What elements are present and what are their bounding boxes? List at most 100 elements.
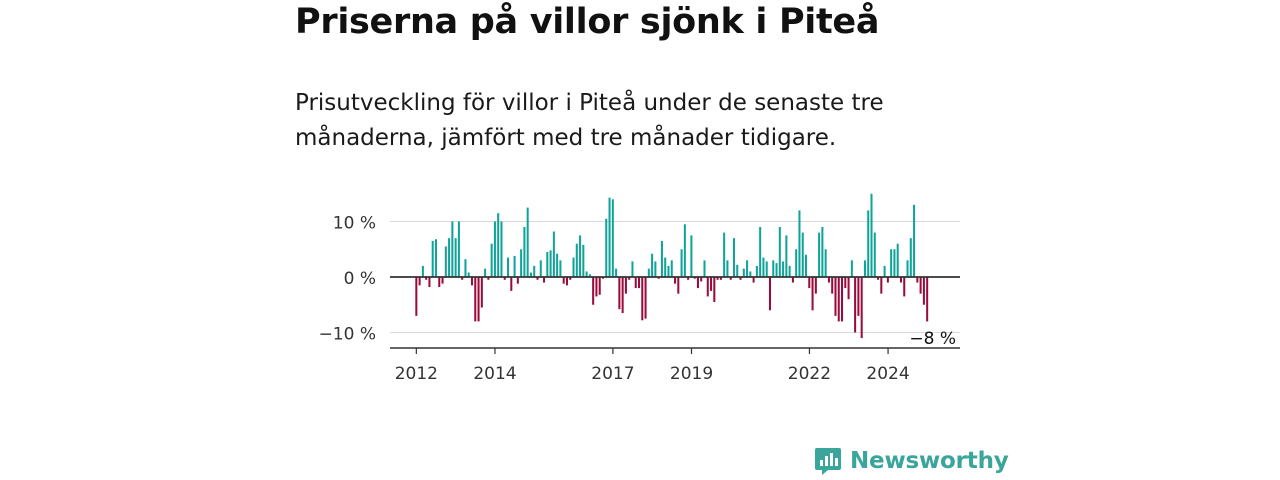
bar	[461, 277, 464, 280]
bar	[624, 277, 627, 294]
bar	[765, 261, 768, 277]
bar	[706, 277, 709, 297]
y-tick-label: 10 %	[333, 214, 376, 234]
bar	[801, 232, 804, 277]
bar	[457, 221, 460, 277]
bar	[782, 261, 785, 277]
bar	[582, 244, 585, 277]
bar	[448, 238, 451, 277]
y-axis-labels: 10 % 0 % −10 %	[319, 214, 376, 345]
bar	[755, 265, 758, 277]
bar	[529, 272, 532, 277]
bar	[487, 277, 490, 280]
bar	[654, 261, 657, 277]
bar	[569, 277, 572, 280]
bar	[598, 277, 601, 295]
x-tick-label: 2019	[670, 364, 713, 384]
bar	[808, 277, 811, 289]
bar	[575, 243, 578, 277]
bar	[726, 260, 729, 277]
bar	[660, 240, 663, 277]
bar	[687, 277, 690, 280]
bar	[651, 253, 654, 277]
bar	[670, 260, 673, 277]
bar	[572, 257, 575, 277]
y-tick-label: 0 %	[344, 269, 376, 289]
bar	[719, 277, 722, 280]
bar	[667, 265, 670, 277]
chart-title: Priserna på villor sjönk i Piteå	[295, 2, 880, 42]
bar	[732, 238, 735, 277]
bar	[454, 238, 457, 277]
bar	[860, 277, 863, 339]
bar	[899, 277, 902, 283]
bar	[890, 249, 893, 277]
bar	[837, 277, 840, 322]
bar	[579, 235, 582, 277]
bar	[513, 255, 516, 277]
bar	[559, 260, 562, 277]
bar	[700, 277, 703, 282]
bar	[493, 221, 496, 277]
bar	[664, 257, 667, 277]
bar	[736, 264, 739, 277]
bar	[880, 277, 883, 294]
bar	[841, 277, 844, 322]
bar	[818, 232, 821, 277]
grid-lines	[390, 221, 960, 333]
bar	[605, 218, 608, 277]
bar	[464, 259, 467, 277]
bar	[536, 277, 539, 280]
bar	[768, 277, 772, 311]
bar	[752, 277, 755, 283]
bar	[470, 277, 474, 286]
bar	[791, 277, 794, 283]
bar	[877, 277, 880, 280]
latest-value-annotation: −8 %	[909, 329, 956, 349]
brand-logo[interactable]: Newsworthy	[814, 446, 1009, 476]
bar	[510, 277, 513, 291]
bar	[710, 277, 713, 291]
bar	[922, 277, 925, 305]
bar	[729, 277, 732, 280]
bar	[520, 249, 523, 277]
bar	[546, 252, 549, 277]
bar	[595, 277, 598, 297]
bar	[716, 277, 719, 280]
bar	[775, 263, 778, 277]
bar	[615, 268, 618, 277]
bar	[906, 260, 909, 277]
bar	[873, 232, 876, 277]
bar	[592, 277, 595, 305]
bar	[863, 260, 866, 277]
bar	[749, 271, 752, 277]
bar	[523, 227, 526, 277]
bar	[562, 277, 565, 284]
bar	[798, 210, 801, 277]
bar	[556, 253, 559, 277]
bar	[893, 249, 896, 277]
bar	[831, 277, 834, 294]
bar	[870, 193, 873, 277]
bar	[680, 249, 683, 277]
bar	[497, 213, 500, 277]
bar	[474, 277, 477, 322]
bar	[926, 277, 929, 322]
newsworthy-logo-icon	[815, 448, 841, 475]
bar	[867, 210, 870, 277]
bar	[703, 260, 706, 277]
bar	[631, 261, 634, 277]
bar	[883, 265, 886, 277]
bar	[441, 277, 444, 284]
x-axis-labels: 2012 2014 2017 2019 2022 2024	[395, 348, 910, 384]
bar	[644, 277, 647, 319]
bar	[467, 272, 470, 277]
bar	[759, 227, 762, 277]
bar	[425, 277, 428, 280]
bar	[778, 227, 781, 277]
bar	[919, 277, 922, 294]
bar	[480, 277, 483, 308]
bar	[552, 231, 555, 277]
axes	[390, 276, 960, 349]
